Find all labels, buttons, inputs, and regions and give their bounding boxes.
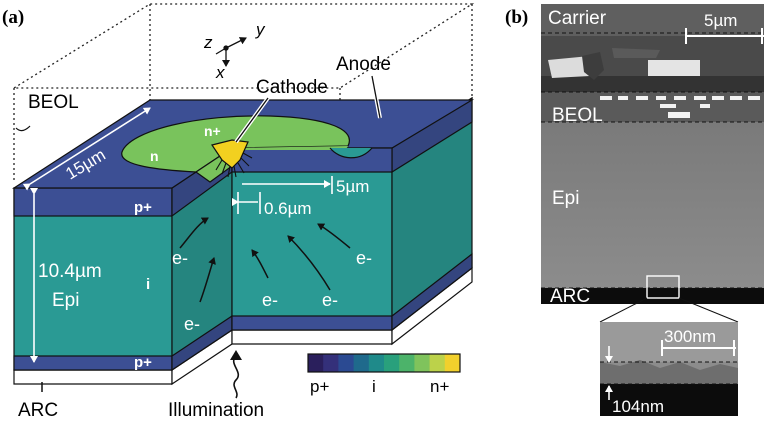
sem-carrier-label: Carrier — [548, 8, 607, 29]
colorbar-swatch — [308, 354, 324, 372]
colorbar-swatch — [414, 354, 431, 372]
p-plus-top-label: p+ — [134, 199, 152, 216]
colorbar-label-i: i — [372, 377, 376, 396]
dim-10-4um-label: 10.4µm — [38, 261, 102, 282]
cathode-depletion-lines — [215, 152, 253, 178]
colorbar-label-n-plus: n+ — [430, 377, 449, 396]
colorbar-swatch — [399, 354, 415, 372]
beol-label: BEOL — [28, 92, 79, 113]
scale-label-5um: 5µm — [704, 11, 737, 30]
electron-label: e- — [356, 248, 372, 268]
axis-z-label: z — [203, 33, 213, 52]
illumination-label: Illumination — [168, 400, 264, 421]
panel-b: (b) — [505, 4, 764, 416]
colorbar-swatch — [444, 354, 461, 372]
scale-label-300nm: 300nm — [664, 327, 716, 346]
sem-metal-feature — [648, 60, 700, 76]
dim-0-6um-label: 0.6µm — [264, 199, 312, 218]
illumination-icon — [232, 355, 240, 399]
cathode-callout — [235, 97, 269, 143]
axis-y-label: y — [255, 20, 266, 39]
left-block — [13, 187, 173, 371]
epi-front-right — [231, 147, 393, 331]
dim-15um-arrow — [22, 107, 151, 191]
sem-beol-metal-lines — [600, 96, 760, 118]
anode-label: Anode — [336, 54, 391, 75]
colorbar — [307, 353, 461, 373]
n-plus-label: n+ — [204, 123, 221, 139]
beol-outline — [11, 3, 475, 182]
zoom-marker — [646, 275, 680, 299]
colorbar-swatch — [384, 354, 400, 372]
electron-label: e- — [184, 314, 200, 334]
anode-callout — [371, 75, 381, 119]
electron-label: e- — [262, 290, 278, 310]
axis-x-label: x — [215, 63, 225, 82]
electron-label: e- — [322, 290, 338, 310]
panel-b-label: (b) — [505, 7, 528, 28]
sem-image: 5µm Carrier BEOL Epi ARC — [541, 4, 764, 307]
i-label: i — [146, 276, 150, 293]
epi-label: Epi — [52, 290, 79, 311]
p-plus-top-left — [13, 187, 173, 217]
colorbar-swatch — [368, 354, 385, 372]
p-plus-bottom-label: p+ — [134, 354, 152, 371]
panel-a: (a) — [2, 3, 475, 421]
arc-label: ARC — [18, 400, 58, 421]
electron-label: e- — [172, 248, 188, 268]
thickness-label-104nm: 104nm — [612, 397, 664, 416]
dim-5um-label: 5µm — [336, 177, 369, 196]
colorbar-swatch — [323, 354, 339, 372]
axes-indicator — [215, 37, 247, 67]
sem-arc-label: ARC — [550, 286, 590, 307]
colorbar-border — [307, 353, 461, 373]
sem-beol-label: BEOL — [552, 105, 603, 126]
colorbar-swatch — [338, 354, 355, 372]
beol-callout — [15, 125, 31, 132]
colorbar-swatch — [429, 354, 446, 372]
right-block — [231, 96, 473, 332]
epi-front-left — [13, 187, 173, 371]
cathode-label: Cathode — [256, 77, 328, 98]
electron-paths — [179, 217, 351, 303]
sem-epi-label: Epi — [552, 188, 579, 209]
colorbar-label-p-plus: p+ — [310, 377, 329, 396]
colorbar-swatch — [353, 354, 370, 372]
sem-inset: 300nm 104nm — [600, 322, 738, 416]
sem-beol-region — [541, 92, 764, 122]
arc-layer — [13, 266, 473, 386]
panel-a-label: (a) — [2, 7, 24, 28]
n-label: n — [150, 148, 159, 164]
p-plus-bottom-right — [231, 315, 393, 331]
sem-carrier-region — [541, 4, 764, 36]
sem-epi-region — [541, 122, 764, 288]
sem-arc-region — [541, 288, 764, 304]
